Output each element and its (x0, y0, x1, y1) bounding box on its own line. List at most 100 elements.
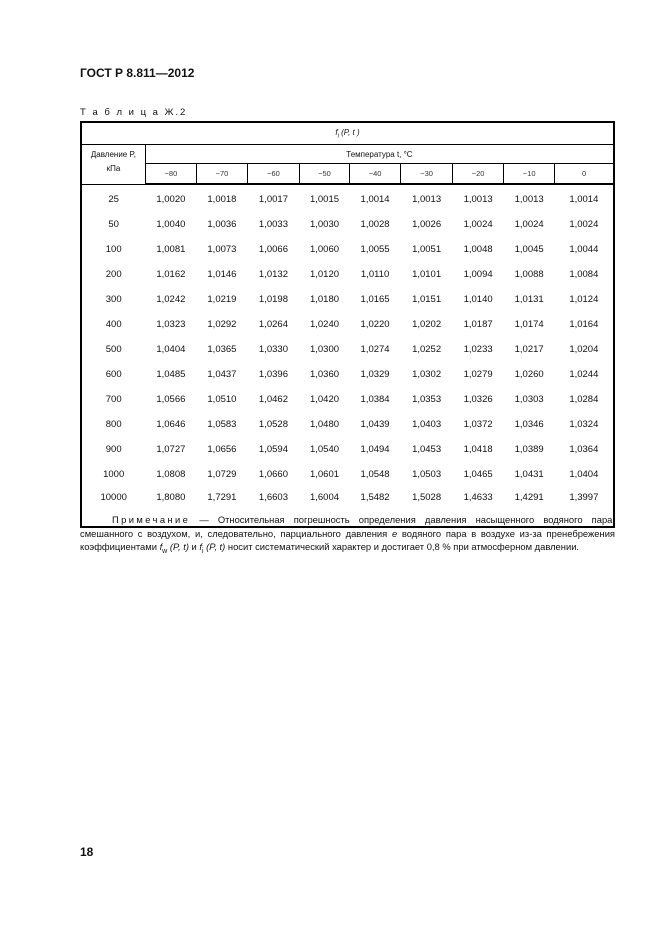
pressure-cell: 200 (105, 269, 122, 280)
temperature-column-header: −30 (400, 163, 453, 185)
data-table: fi (P, t ) Давление P, кПа Температура t,… (80, 121, 615, 528)
temperature-column-header: −60 (246, 163, 300, 185)
value-cell: 1,0365 (207, 344, 237, 355)
value-cell: 1,0045 (514, 244, 544, 255)
value-cell: 1,0808 (156, 469, 186, 480)
value-cell: 1,0024 (463, 219, 493, 230)
temperature-column-header: −80 (144, 163, 197, 185)
value-cell: 1,0656 (207, 444, 237, 455)
temperature-column-header: −10 (503, 163, 555, 185)
table-row: 25 1,0020 1,0018 1,0017 1,0015 1,0014 1,0013 1,… (81, 184, 614, 212)
value-cell: 1,0431 (514, 469, 544, 480)
value-cell: 1,0292 (207, 319, 237, 330)
value-cell: 1,0164 (569, 319, 599, 330)
pressure-cell: 900 (105, 444, 122, 455)
value-cell: 1,5482 (360, 492, 390, 503)
value-cell: 1,0364 (569, 444, 599, 455)
value-cell: 1,0088 (514, 269, 544, 280)
value-cell: 1,0566 (156, 394, 186, 405)
value-cell: 1,0140 (463, 294, 493, 305)
value-cell: 1,0480 (309, 419, 340, 430)
table-row: 800 1,0646 1,0583 1,0528 1,0480 1,0439 1,0403 1… (81, 412, 614, 437)
value-cell: 1,0013 (514, 194, 544, 205)
value-cell: 1,0073 (207, 244, 237, 255)
table-note: Примечание — Относительная погрешность о… (80, 514, 616, 555)
value-cell: 1,0202 (412, 319, 442, 330)
value-cell: 1,0279 (463, 369, 493, 380)
value-cell: 1,0264 (258, 319, 288, 330)
table-row: 400 1,0323 1,0292 1,0264 1,0240 1,0220 1,0202 1… (81, 312, 614, 337)
value-cell: 1,0329 (360, 369, 390, 380)
value-cell: 1,0346 (514, 419, 544, 430)
value-cell: 1,0165 (360, 294, 390, 305)
table-row: 10000 1,8080 1,7291 1,6603 1,6004 1,5482 1,502… (81, 487, 614, 527)
value-cell: 1,0389 (514, 444, 544, 455)
table-caption: Т а б л и ц а Ж.2 (80, 107, 188, 118)
pressure-cell: 700 (105, 394, 122, 405)
value-cell: 1,0094 (463, 269, 493, 280)
value-cell: 1,0303 (514, 394, 544, 405)
pressure-cell: 300 (105, 294, 122, 305)
pressure-cell: 50 (108, 219, 119, 230)
temperature-column-header: −40 (349, 163, 401, 185)
value-cell: 1,3997 (569, 492, 599, 503)
value-cell: 1,0028 (360, 219, 390, 230)
value-cell: 1,0151 (412, 294, 442, 305)
value-cell: 1,0494 (360, 444, 390, 455)
value-cell: 1,0646 (156, 419, 186, 430)
value-cell: 1,0548 (360, 469, 390, 480)
value-cell: 1,0024 (514, 219, 544, 230)
table-row: 100 1,0081 1,0073 1,0066 1,0060 1,0055 1,0051 1… (81, 237, 614, 262)
table-row: 1000 1,0808 1,0729 1,0660 1,0601 1,0548 1,0503… (81, 462, 614, 487)
value-cell: 1,0198 (258, 294, 288, 305)
value-cell: 1,0120 (309, 269, 340, 280)
value-cell: 1,0015 (309, 194, 340, 205)
value-cell: 1,0219 (207, 294, 237, 305)
value-cell: 1,0330 (258, 344, 288, 355)
value-cell: 1,0439 (360, 419, 390, 430)
temperature-column-header: −50 (298, 163, 350, 185)
value-cell: 1,0017 (258, 194, 288, 205)
value-cell: 1,0055 (360, 244, 390, 255)
table-row: 600 1,0485 1,0437 1,0396 1,0360 1,0329 1,0302 1… (81, 362, 614, 387)
value-cell: 1,0360 (309, 369, 340, 380)
value-cell: 1,0162 (156, 269, 186, 280)
value-cell: 1,0048 (463, 244, 493, 255)
value-cell: 1,0384 (360, 394, 390, 405)
table-row: 700 1,0566 1,0510 1,0462 1,0420 1,0384 1,0353 1… (81, 387, 614, 412)
value-cell: 1,0252 (412, 344, 442, 355)
value-cell: 1,0013 (412, 194, 442, 205)
temperature-column-header: −20 (452, 163, 504, 185)
value-cell: 1,0124 (569, 294, 599, 305)
value-cell: 1,4633 (463, 492, 493, 503)
value-cell: 1,0326 (463, 394, 493, 405)
value-cell: 1,0274 (360, 344, 390, 355)
pressure-cell: 25 (108, 193, 119, 205)
page-number: 18 (80, 845, 94, 859)
value-cell: 1,0594 (258, 444, 288, 455)
pressure-cell: 100 (105, 244, 122, 255)
value-cell: 1,5028 (412, 492, 442, 503)
value-cell: 1,0242 (156, 294, 186, 305)
value-cell: 1,0396 (258, 369, 288, 380)
value-cell: 1,0131 (514, 294, 544, 305)
value-cell: 1,0729 (207, 469, 237, 480)
value-cell: 1,0324 (569, 419, 599, 430)
table-row: 50 1,0040 1,0036 1,0033 1,0030 1,0028 1,0026 1,… (81, 212, 614, 237)
value-cell: 1,4291 (514, 492, 544, 503)
value-cell: 1,0583 (207, 419, 237, 430)
value-cell: 1,0066 (258, 244, 288, 255)
value-cell: 1,0462 (258, 394, 288, 405)
value-cell: 1,0465 (463, 469, 493, 480)
value-cell: 1,0485 (156, 369, 186, 380)
pressure-cell: 600 (105, 369, 122, 380)
pressure-cell: 400 (105, 319, 122, 330)
value-cell: 1,0132 (258, 269, 288, 280)
pressure-cell: 10000 (100, 492, 127, 503)
value-cell: 1,0084 (569, 269, 599, 280)
value-cell: 1,6603 (258, 492, 288, 503)
temperature-header: Температура t, °С (145, 144, 614, 164)
value-cell: 1,0540 (309, 444, 340, 455)
value-cell: 1,0244 (569, 369, 599, 380)
value-cell: 1,0453 (412, 444, 442, 455)
